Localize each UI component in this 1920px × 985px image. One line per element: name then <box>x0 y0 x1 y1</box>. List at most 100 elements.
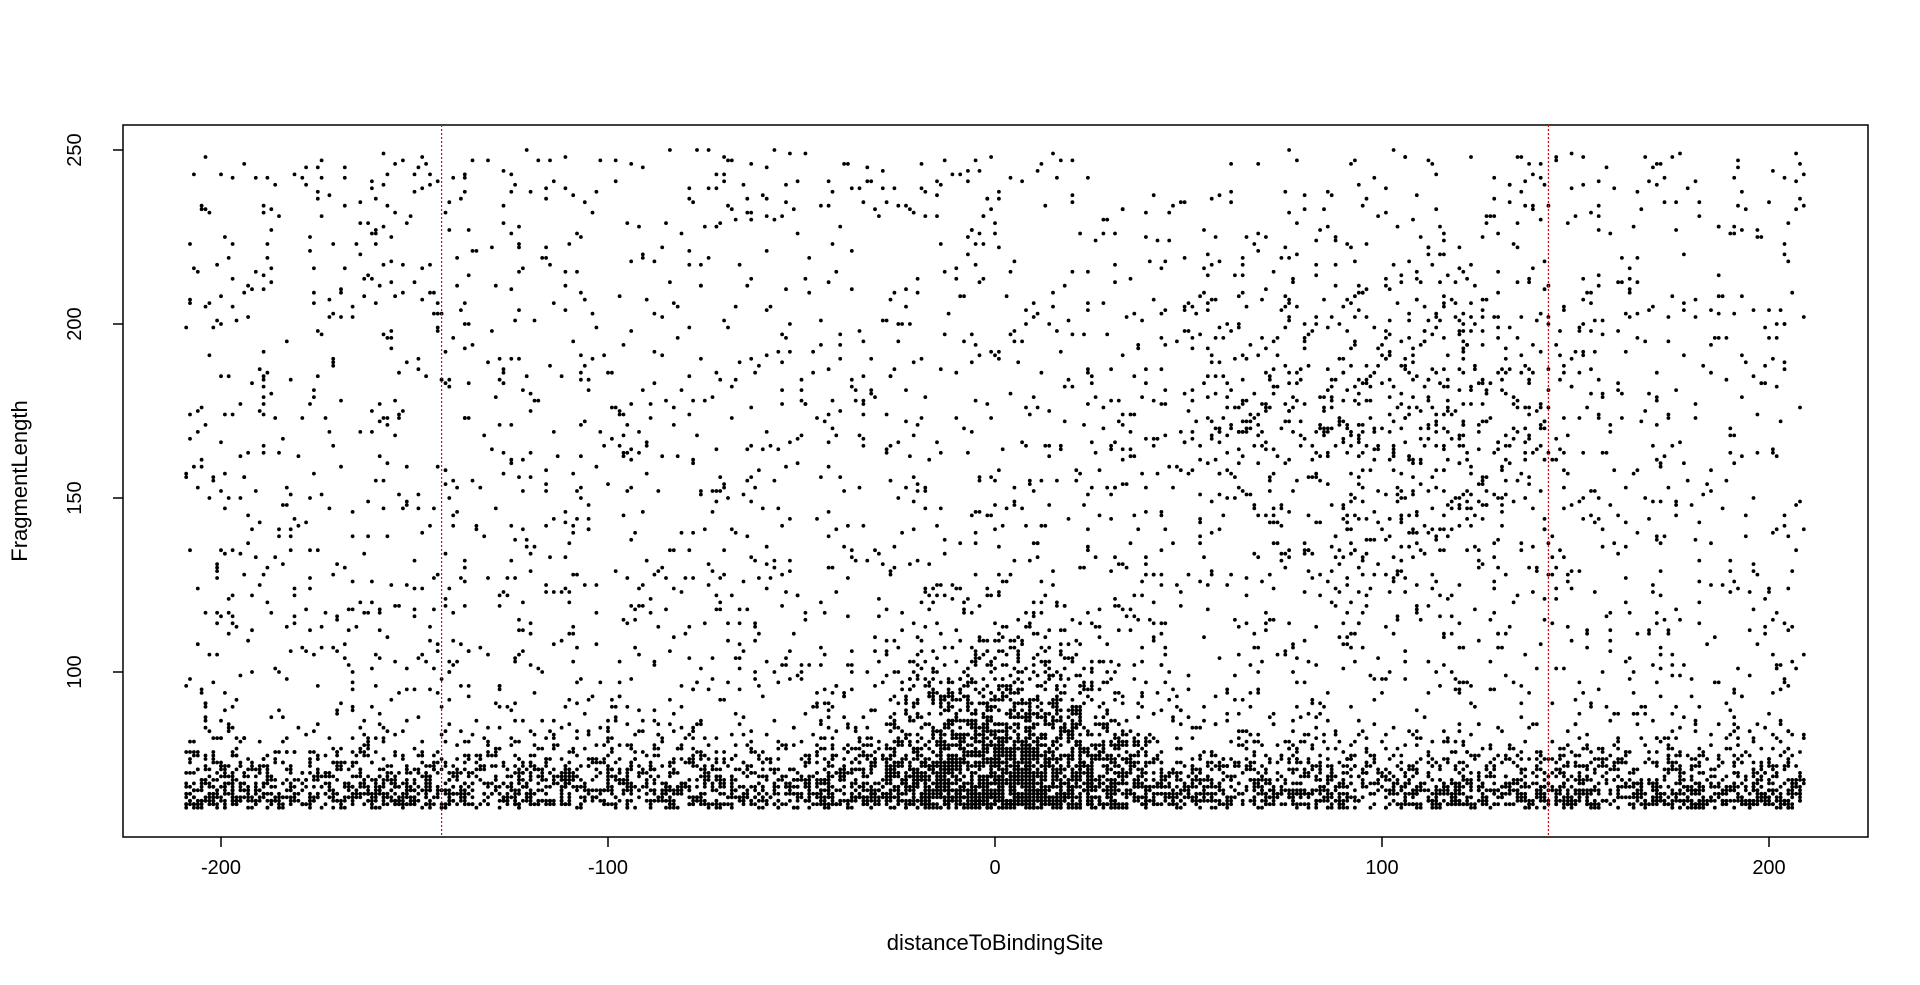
data-point <box>822 767 827 772</box>
data-point <box>865 788 870 793</box>
data-point <box>1055 798 1059 803</box>
data-point <box>1267 778 1272 782</box>
data-point <box>230 750 235 754</box>
data-point <box>1554 774 1559 779</box>
data-point <box>1217 781 1222 786</box>
data-point <box>884 767 889 772</box>
data-point <box>610 791 614 796</box>
data-point <box>1070 711 1075 716</box>
data-point <box>1666 767 1671 772</box>
data-point <box>1705 798 1709 803</box>
data-point <box>911 791 916 796</box>
data-point <box>455 774 459 779</box>
data-point <box>234 746 239 751</box>
data-point <box>1275 771 1280 775</box>
data-point <box>1082 760 1086 765</box>
data-point <box>749 746 754 751</box>
data-point <box>207 802 212 807</box>
data-point <box>230 791 235 796</box>
data-point <box>428 774 432 779</box>
data-point <box>1101 701 1106 706</box>
data-point <box>997 805 1001 810</box>
data-point <box>671 805 676 810</box>
data-point <box>942 694 947 699</box>
data-point <box>1105 764 1110 768</box>
data-point <box>1391 791 1396 796</box>
data-point <box>687 784 692 789</box>
data-point <box>950 736 955 740</box>
data-point <box>300 802 305 807</box>
data-point <box>772 767 777 772</box>
data-point <box>1070 736 1075 740</box>
data-point <box>1043 750 1048 754</box>
data-point <box>1767 764 1771 768</box>
data-point <box>993 774 997 779</box>
data-point <box>1728 784 1733 789</box>
data-point <box>819 778 823 782</box>
data-point <box>1534 781 1539 786</box>
data-point <box>1295 760 1299 765</box>
data-point <box>462 798 467 803</box>
data-point <box>757 774 761 779</box>
data-point <box>865 781 870 786</box>
data-point <box>350 750 355 754</box>
data-point <box>1627 795 1632 800</box>
data-point <box>1016 798 1021 803</box>
data-point <box>1364 736 1369 740</box>
data-point <box>1209 767 1214 772</box>
data-point <box>729 781 734 786</box>
data-point <box>915 767 920 772</box>
data-point <box>923 805 928 810</box>
data-point <box>412 746 417 751</box>
data-point <box>687 778 692 782</box>
data-point <box>1035 791 1040 796</box>
data-point <box>1089 764 1094 768</box>
data-point <box>935 774 939 779</box>
data-point <box>466 739 471 744</box>
data-point <box>1782 764 1787 768</box>
data-point <box>997 795 1001 800</box>
data-point <box>1031 802 1036 807</box>
data-point <box>722 778 726 782</box>
data-point <box>1051 767 1055 772</box>
data-point <box>625 798 630 803</box>
data-point <box>501 764 506 768</box>
data-point <box>923 791 928 796</box>
data-point <box>993 760 997 765</box>
data-point <box>1027 791 1032 796</box>
data-point <box>1035 711 1040 716</box>
data-point <box>1457 781 1462 786</box>
data-point <box>1639 788 1644 793</box>
data-point <box>997 788 1001 793</box>
data-point <box>969 781 974 786</box>
data-point <box>1016 778 1021 782</box>
data-point <box>532 753 537 758</box>
data-point <box>1635 722 1640 727</box>
data-point <box>555 774 560 779</box>
data-point <box>888 753 893 758</box>
data-point <box>315 774 320 779</box>
data-point <box>865 670 870 674</box>
data-point <box>1337 805 1342 810</box>
data-point <box>1113 802 1117 807</box>
data-point <box>613 778 618 782</box>
data-point <box>617 743 622 747</box>
data-point <box>904 771 908 775</box>
data-point <box>1027 697 1032 702</box>
data-point <box>660 795 665 800</box>
data-point <box>668 805 672 810</box>
data-point <box>1364 746 1369 751</box>
data-point <box>230 788 235 793</box>
data-point <box>1368 764 1373 768</box>
data-point <box>408 795 413 800</box>
data-point <box>1086 778 1090 782</box>
data-point <box>935 764 939 768</box>
data-point <box>644 778 649 782</box>
data-point <box>1647 757 1651 761</box>
data-point <box>1523 767 1528 772</box>
data-point <box>381 767 386 772</box>
data-point <box>702 774 707 779</box>
data-point <box>981 701 986 706</box>
data-point <box>1798 784 1802 789</box>
data-point <box>1271 795 1276 800</box>
